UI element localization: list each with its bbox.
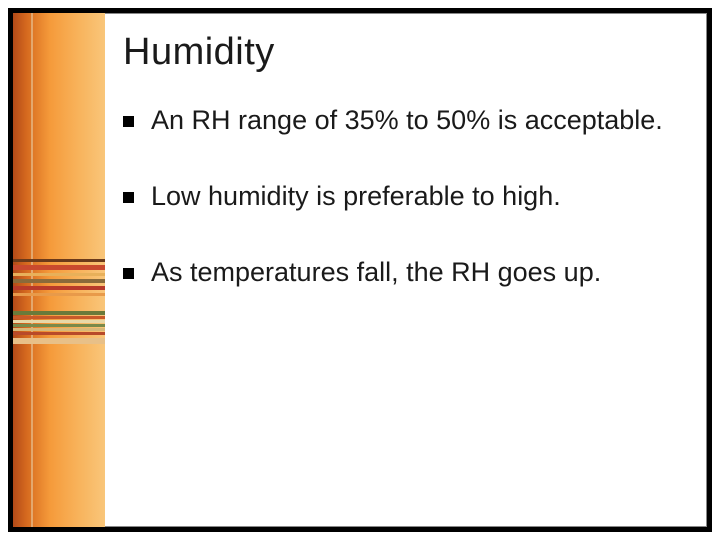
bullet-list: An RH range of 35% to 50% is acceptable.… [123,104,689,289]
decorative-stripe [13,273,105,276]
decorative-stripe [13,311,105,315]
decorative-stripe [13,259,105,262]
decorative-stripe [13,328,105,331]
slide-frame: Humidity An RH range of 35% to 50% is ac… [8,8,712,532]
decorative-stripe [13,286,105,290]
bullet-item: Low humidity is preferable to high. [123,180,689,214]
bullet-item: An RH range of 35% to 50% is acceptable. [123,104,689,138]
slide-content: Humidity An RH range of 35% to 50% is ac… [123,31,689,509]
decorative-stripe [13,293,105,296]
decorative-stripe [13,332,105,335]
decorative-stripe [13,324,105,327]
decorative-stripe [13,320,105,323]
decorative-stripe [13,279,105,283]
decorative-left-band [13,13,105,527]
decorative-stripe [13,316,105,319]
decorative-stripe [13,338,105,344]
bullet-item: As temperatures fall, the RH goes up. [123,256,689,290]
slide-title: Humidity [123,31,689,74]
decorative-stripe [13,265,105,270]
